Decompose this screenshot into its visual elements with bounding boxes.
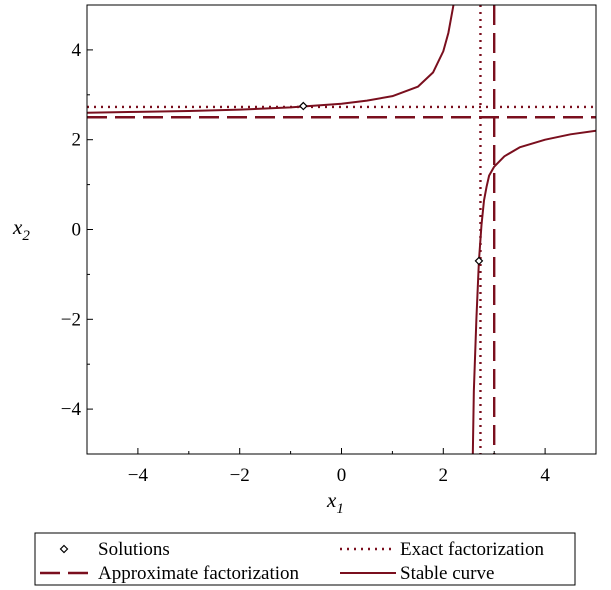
stable-curve-branch-1 — [471, 129, 596, 454]
legend-label-approximate: Approximate factorization — [98, 563, 300, 584]
legend-symbol-solutions — [59, 544, 69, 554]
x-tick-label-1: −2 — [230, 465, 250, 486]
y-tick-label-1: 2 — [72, 130, 82, 151]
legend-symbols — [40, 544, 396, 575]
axis-ticks: −4 −2 0 2 4 4 2 0 −2 −4 — [61, 4, 597, 486]
x-tick-label-4: 4 — [540, 465, 550, 486]
legend-label-stable: Stable curve — [400, 563, 494, 584]
plot-frame — [86, 4, 597, 455]
y-axis-label: x2 — [12, 215, 30, 244]
legend-box — [34, 532, 576, 586]
x-axis-label: x1 — [326, 488, 344, 517]
legend: Solutions Exact factorization Approximat… — [34, 532, 576, 586]
x-tick-label-2: 0 — [337, 465, 347, 486]
plot-area — [87, 5, 596, 454]
stable-curve-branch-0 — [87, 5, 455, 114]
x-tick-label-3: 2 — [439, 465, 449, 486]
y-tick-label-3: −2 — [61, 309, 81, 330]
solution-point-0 — [298, 101, 308, 111]
x-tick-label-0: −4 — [128, 465, 149, 486]
y-tick-label-4: −4 — [61, 399, 82, 420]
y-tick-label-0: 4 — [72, 40, 82, 61]
legend-label-exact: Exact factorization — [400, 539, 545, 560]
solution-point-1 — [474, 256, 484, 266]
y-tick-label-2: 0 — [72, 220, 82, 241]
legend-label-solutions: Solutions — [98, 539, 170, 560]
